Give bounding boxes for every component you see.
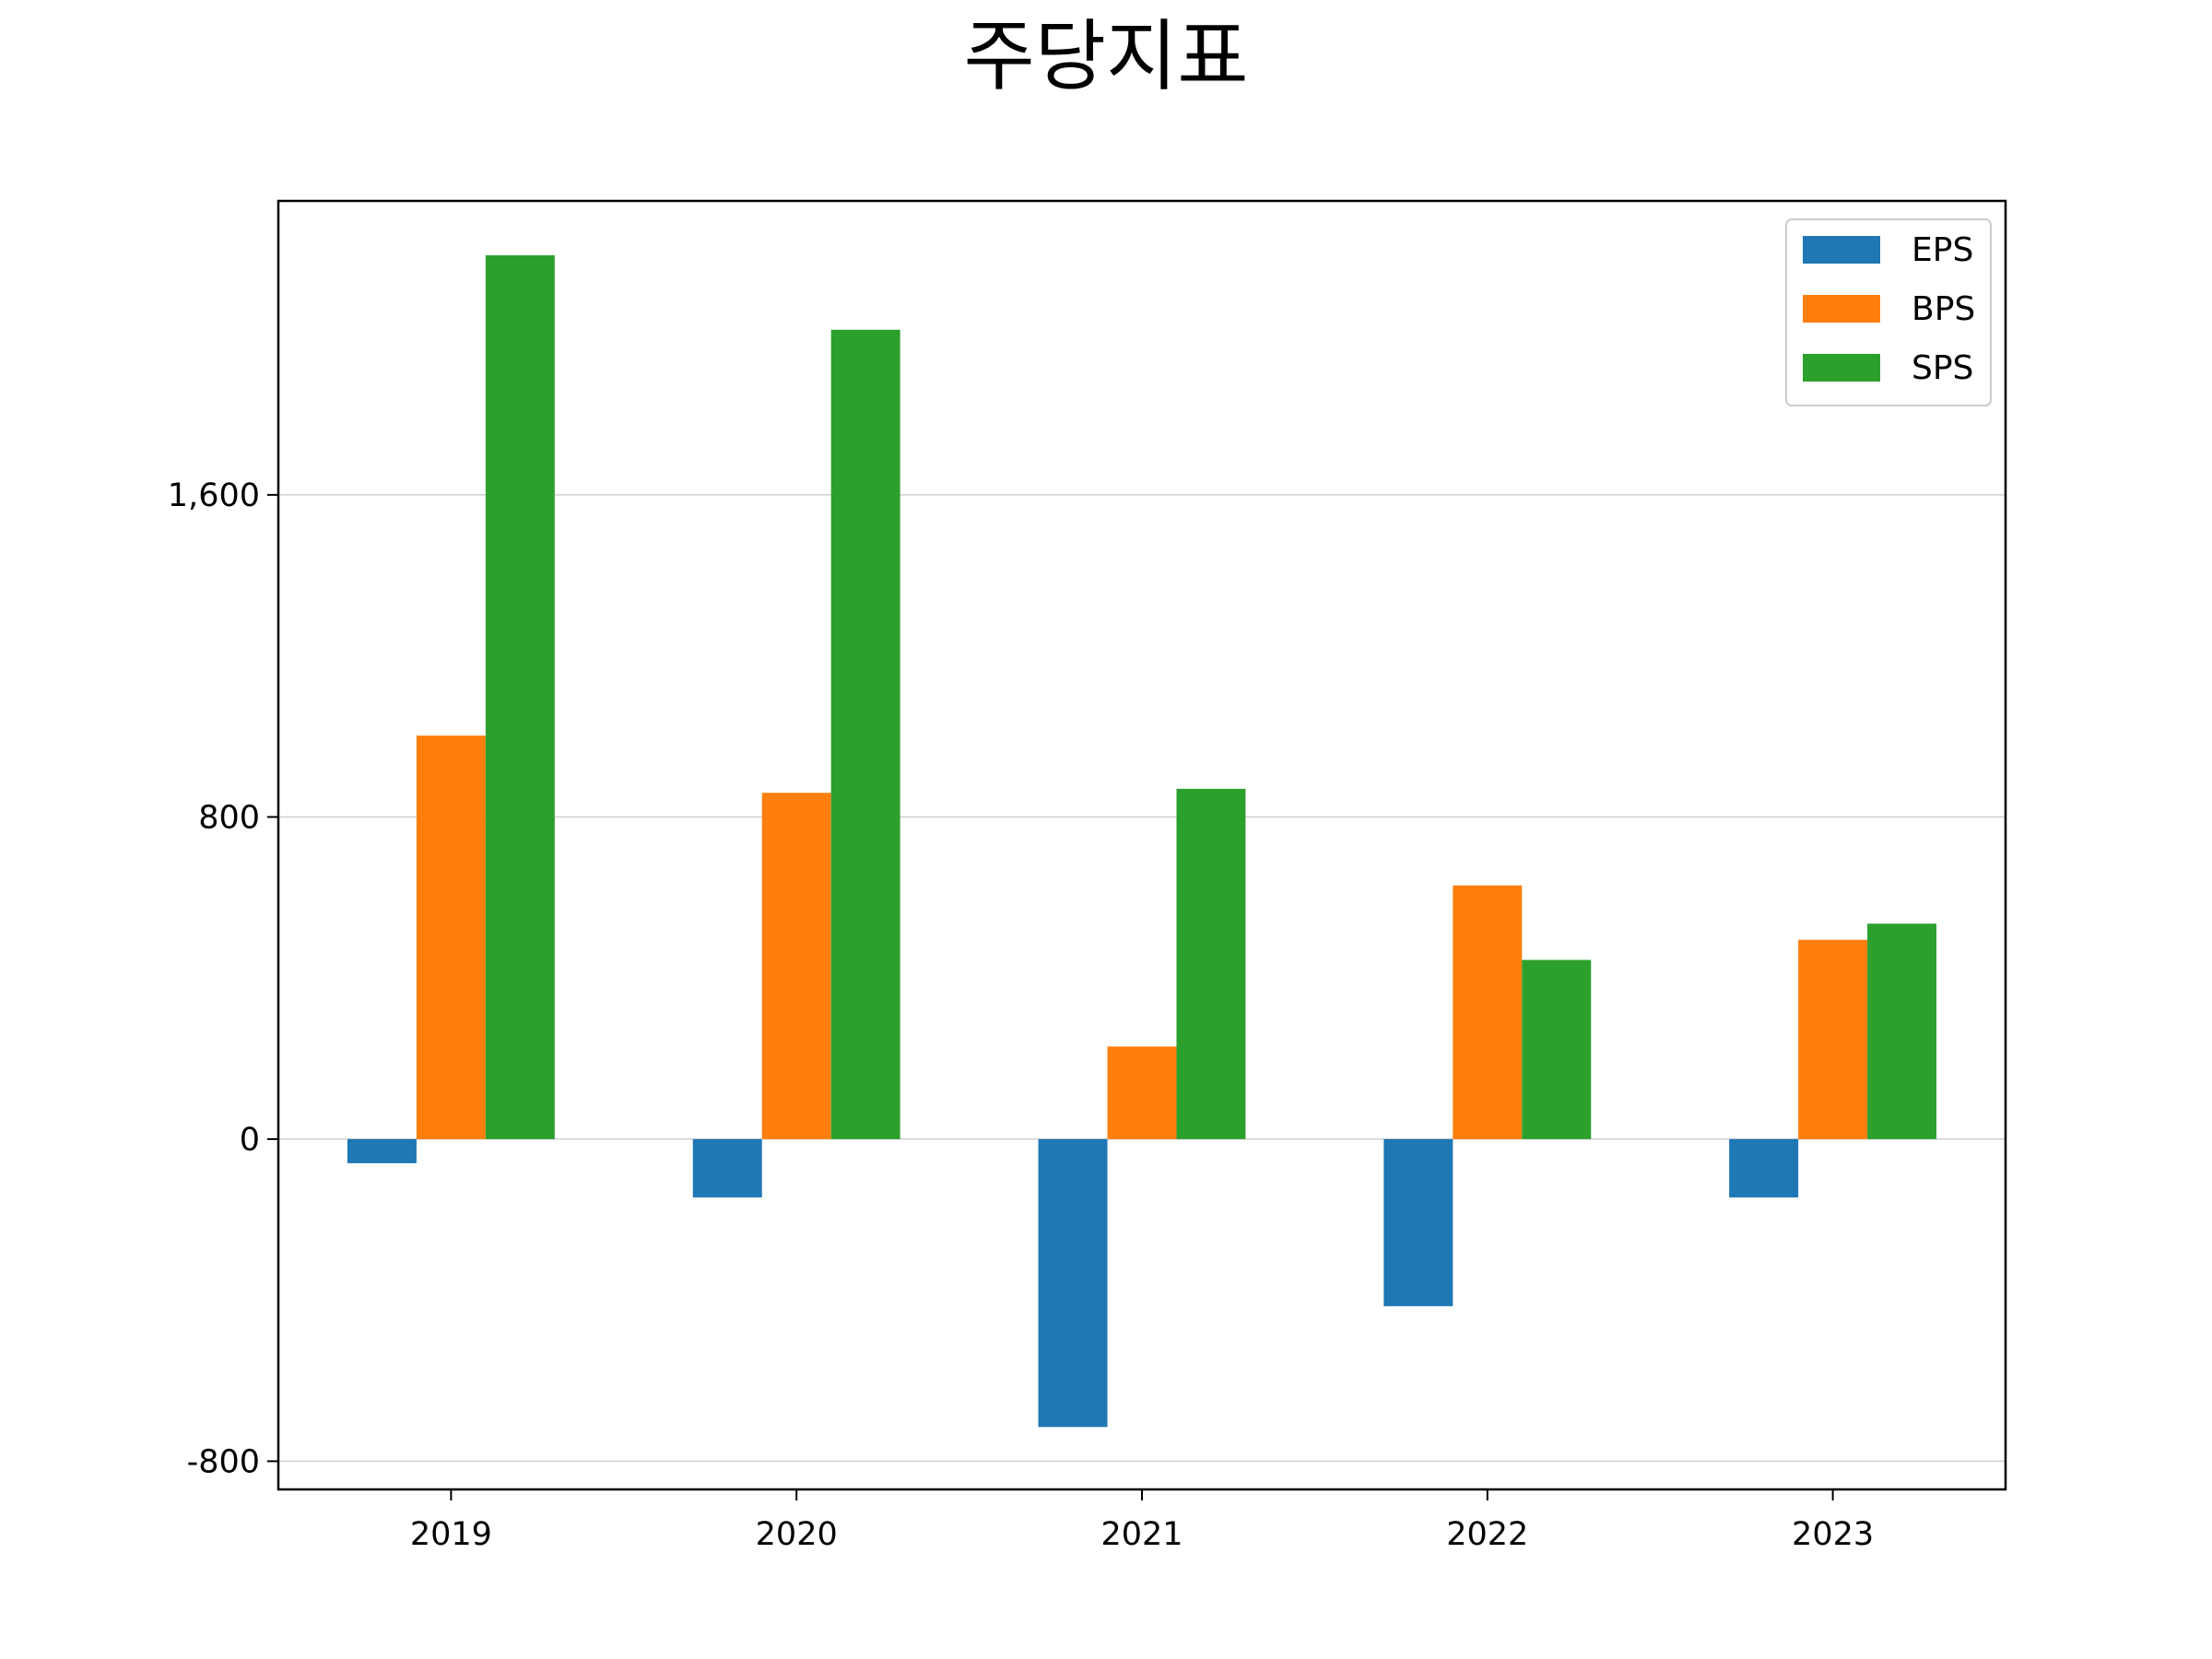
chart-title: 주당지표: [963, 11, 1248, 101]
x-tick-label: 2023: [1792, 1516, 1874, 1553]
bar-eps-2020: [692, 1138, 762, 1198]
legend: EPS BPS SPS: [1785, 218, 1992, 406]
legend-swatch-eps: [1803, 236, 1880, 264]
bar-eps-2021: [1038, 1138, 1108, 1428]
legend-label-sps: SPS: [1912, 349, 1973, 387]
bar-bps-2021: [1107, 1046, 1177, 1139]
bar-sps-2022: [1522, 959, 1592, 1139]
bar-eps-2023: [1729, 1138, 1799, 1198]
y-tick-label: -800: [187, 1443, 260, 1480]
legend-swatch-sps: [1803, 354, 1880, 382]
bar-bps-2020: [761, 793, 831, 1139]
x-tick-label: 2019: [410, 1516, 492, 1553]
bar-sps-2023: [1867, 924, 1937, 1139]
bar-bps-2022: [1453, 885, 1523, 1139]
x-tick-label: 2021: [1100, 1516, 1182, 1553]
legend-label-eps: EPS: [1912, 231, 1973, 269]
x-tick-label: 2022: [1446, 1516, 1528, 1553]
x-tick-label: 2020: [756, 1516, 838, 1553]
x-axis: 2019 2020 2021 2022 2023: [410, 1489, 1874, 1553]
bar-eps-2019: [347, 1138, 417, 1164]
y-axis: -800 0 800 1,600: [168, 477, 278, 1480]
bar-sps-2019: [485, 254, 555, 1139]
bar-bps-2019: [416, 735, 486, 1139]
bar-eps-2022: [1383, 1138, 1453, 1307]
y-tick-label: 1,600: [168, 477, 260, 514]
y-tick-label: 0: [240, 1122, 260, 1159]
legend-label-bps: BPS: [1912, 290, 1975, 328]
bars: [347, 254, 1937, 1428]
bar-sps-2021: [1176, 788, 1246, 1139]
legend-swatch-bps: [1803, 295, 1880, 323]
bar-sps-2020: [830, 329, 900, 1139]
bar-bps-2023: [1798, 939, 1868, 1139]
y-tick-label: 800: [198, 799, 260, 836]
